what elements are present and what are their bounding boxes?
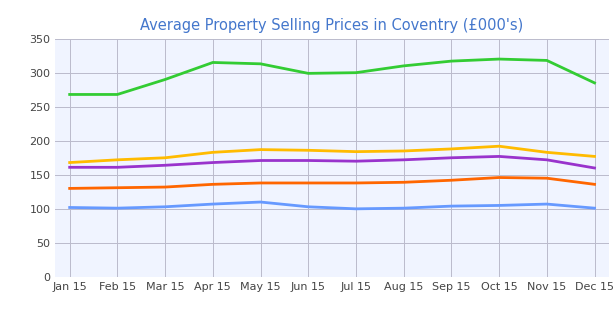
Title: Average Property Selling Prices in Coventry (£000's): Average Property Selling Prices in Coven…	[140, 18, 524, 33]
